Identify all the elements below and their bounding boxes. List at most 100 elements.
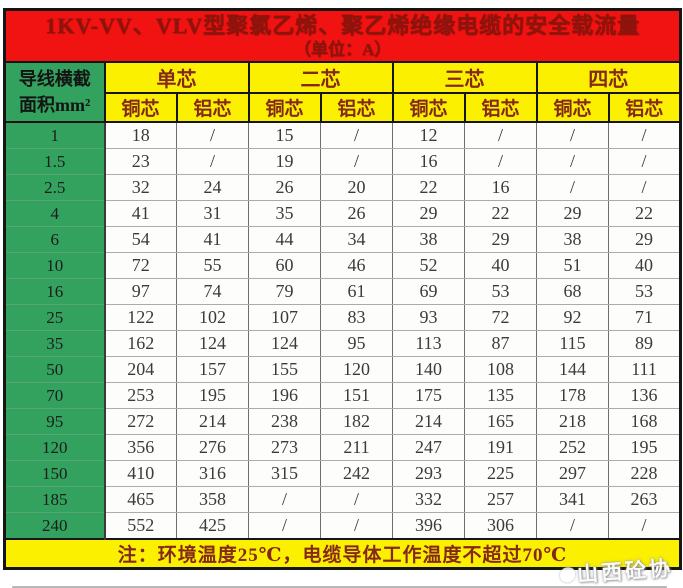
table-cell: 113 xyxy=(392,330,465,357)
header-group-1: 单芯 xyxy=(103,61,250,94)
table-cell: 38 xyxy=(536,226,609,253)
table-cell: 151 xyxy=(320,382,393,409)
table-cell: 41 xyxy=(176,226,249,253)
header-sub-2-copper: 铜芯 xyxy=(247,92,322,123)
table-cell: 195 xyxy=(607,434,682,461)
table-row: 120 356 276 273 211 247 191 252 195 xyxy=(3,434,682,461)
table-cell: 29 xyxy=(392,200,465,227)
table-cell: 31 xyxy=(176,200,249,227)
table-row: 150 410 316 315 242 293 225 297 228 xyxy=(3,460,682,487)
table-cell: 87 xyxy=(464,330,537,357)
table-cell: 122 xyxy=(104,304,177,331)
watermark-text: 山西砼协 xyxy=(576,556,674,587)
table-cell: 22 xyxy=(607,200,682,227)
table-cell: 410 xyxy=(104,460,177,487)
table-cell: 178 xyxy=(536,382,609,409)
table-cell: 115 xyxy=(536,330,609,357)
table-cell: 135 xyxy=(464,382,537,409)
table-row: 4 41 31 35 26 29 22 29 22 xyxy=(3,200,682,227)
row-area-value: 95 xyxy=(3,408,106,435)
table-cell: 211 xyxy=(320,434,393,461)
header-sub-3-copper: 铜芯 xyxy=(391,92,466,123)
table-cell: 19 xyxy=(248,148,321,175)
table-cell: 306 xyxy=(464,512,537,540)
table-cell: 38 xyxy=(392,226,465,253)
header-area-line1: 导线横截 xyxy=(18,69,91,89)
table-cell: 276 xyxy=(176,434,249,461)
table-cell: 46 xyxy=(320,252,393,279)
footer-note: 注：环境温度25℃，电缆导体工作温度不超过70℃ xyxy=(4,538,681,569)
table-cell: 341 xyxy=(536,486,609,513)
table-cell: 53 xyxy=(464,278,537,305)
table-cell: 32 xyxy=(104,174,177,201)
page-title: 1KV-VV、VLV型聚氯乙烯、聚乙烯绝缘电缆的安全载流量 xyxy=(45,13,640,38)
table-cell: 23 xyxy=(104,148,177,175)
table-cell: 22 xyxy=(464,200,537,227)
table-cell: 68 xyxy=(536,278,609,305)
table-cell: / xyxy=(248,486,321,513)
table-cell: / xyxy=(320,486,393,513)
table-cell: 144 xyxy=(536,356,609,383)
table-cell: / xyxy=(176,121,249,149)
table-cell: 316 xyxy=(176,460,249,487)
table-row: 35 162 124 124 95 113 87 115 89 xyxy=(3,330,682,357)
table-cell: / xyxy=(607,148,682,175)
table-cell: 72 xyxy=(104,252,177,279)
table-cell: 293 xyxy=(392,460,465,487)
table-cell: 218 xyxy=(536,408,609,435)
table-cell: 552 xyxy=(104,512,177,540)
table-cell: 396 xyxy=(392,512,465,540)
table-cell: 26 xyxy=(320,200,393,227)
table-cell: 204 xyxy=(104,356,177,383)
table-cell: 238 xyxy=(248,408,321,435)
table-cell: / xyxy=(536,174,609,201)
table-cell: 120 xyxy=(320,356,393,383)
table-cell: 89 xyxy=(607,330,682,357)
table-row: 2.5 32 24 26 20 22 16// xyxy=(3,174,682,201)
table-cell: 24 xyxy=(176,174,249,201)
table-cell: 195 xyxy=(176,382,249,409)
table-cell: 263 xyxy=(607,486,682,513)
table-cell: 162 xyxy=(104,330,177,357)
row-area-value: 1.5 xyxy=(3,148,106,175)
table-cell: 225 xyxy=(464,460,537,487)
table-cell: / xyxy=(607,174,682,201)
row-area-value: 70 xyxy=(3,382,106,409)
table-cell: 79 xyxy=(248,278,321,305)
table-cell: 97 xyxy=(104,278,177,305)
table-cell: 247 xyxy=(392,434,465,461)
table-cell: / xyxy=(464,121,537,149)
row-area-value: 16 xyxy=(3,278,106,305)
table-cell: 102 xyxy=(176,304,249,331)
table-cell: 16 xyxy=(392,148,465,175)
table-cell: 252 xyxy=(536,434,609,461)
table-cell: 15 xyxy=(248,121,321,149)
table-row: 95 272 214 238 182 214 165 218 168 xyxy=(3,408,682,435)
table-row: 1 18/15/12// / xyxy=(3,121,682,149)
table-cell: 358 xyxy=(176,486,249,513)
table-cell: 40 xyxy=(607,252,682,279)
table-cell: 18 xyxy=(104,121,177,149)
table-cell: 29 xyxy=(607,226,682,253)
row-area-value: 185 xyxy=(3,486,106,513)
table-cell: 214 xyxy=(392,408,465,435)
table-cell: 20 xyxy=(320,174,393,201)
title-bar: 1KV-VV、VLV型聚氯乙烯、聚乙烯绝缘电缆的安全载流量 （单位：A） xyxy=(4,9,681,63)
row-area-value: 35 xyxy=(3,330,106,357)
table-cell: 140 xyxy=(392,356,465,383)
table-cell: 191 xyxy=(464,434,537,461)
table-cell: 83 xyxy=(320,304,393,331)
table-row: 6 54 41 44 34 38 29 38 29 xyxy=(3,226,682,253)
row-area-value: 50 xyxy=(3,356,106,383)
table-cell: 74 xyxy=(176,278,249,305)
table-cell: 107 xyxy=(248,304,321,331)
row-area-value: 120 xyxy=(3,434,106,461)
table-cell: / xyxy=(320,148,393,175)
table-cell: 12 xyxy=(392,121,465,149)
table-row: 70 253 195 196 151 175 135 178 136 xyxy=(3,382,682,409)
header-sub-4-copper: 铜芯 xyxy=(535,92,610,123)
table-cell: / xyxy=(536,512,609,540)
table-cell: 356 xyxy=(104,434,177,461)
table-row: 10 72 55 60 46 52 40 51 40 xyxy=(3,252,682,279)
